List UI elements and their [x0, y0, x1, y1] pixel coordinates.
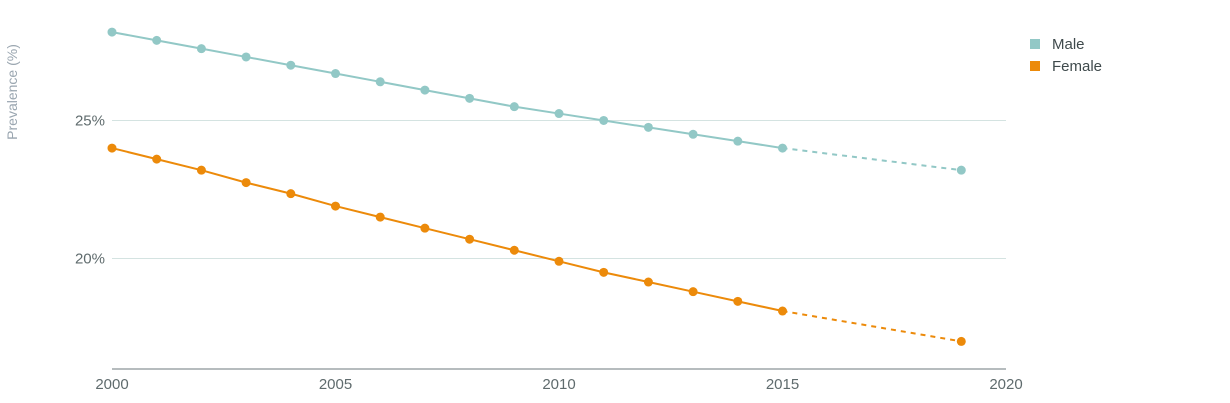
female-point	[420, 223, 430, 233]
male-line	[111, 31, 783, 150]
male-projection-line	[782, 147, 962, 172]
male-point	[375, 77, 385, 87]
male-point	[688, 129, 698, 139]
male-point	[196, 44, 206, 54]
legend-label: Female	[1052, 57, 1103, 75]
y-axis-label: Prevalence (%)	[4, 44, 20, 140]
y-tick-labels: 20% 25%	[75, 112, 105, 267]
female-point	[554, 256, 564, 266]
male-point	[331, 69, 340, 79]
female-point	[509, 245, 519, 255]
female-point	[688, 287, 698, 297]
male-point	[956, 165, 966, 175]
male-point	[420, 85, 430, 95]
female-point	[286, 189, 296, 199]
female-point	[241, 178, 251, 188]
legend: Male Female	[1030, 33, 1102, 77]
x-tick-label: 2020	[989, 376, 1022, 393]
x-tick-label: 2005	[319, 376, 352, 393]
male-point	[733, 136, 743, 146]
female-point	[465, 234, 475, 244]
x-tick-label: 2000	[95, 376, 128, 393]
female-point	[778, 306, 787, 316]
legend-swatch	[1030, 61, 1040, 71]
male-point	[778, 143, 787, 153]
legend-label: Male	[1052, 35, 1085, 53]
female-point	[599, 267, 609, 277]
female-point	[152, 154, 162, 164]
male-point	[107, 27, 117, 37]
series-group	[107, 27, 966, 346]
male-point	[465, 93, 475, 103]
female-line	[111, 147, 783, 312]
x-tick-labels: 2000 2005 2010 2015 2020	[95, 376, 1022, 393]
male-point	[509, 102, 519, 112]
female-point	[643, 277, 653, 287]
male-point	[241, 52, 251, 62]
legend-item-female: Female	[1030, 55, 1102, 77]
female-point	[196, 165, 206, 175]
x-tick-label: 2015	[766, 376, 799, 393]
series-female	[107, 143, 966, 346]
female-point	[331, 201, 340, 211]
female-point	[733, 296, 743, 306]
male-point	[599, 115, 609, 125]
y-tick-label: 20%	[75, 251, 105, 268]
female-point	[956, 336, 966, 346]
y-tick-label: 25%	[75, 112, 105, 129]
male-point	[643, 122, 653, 132]
male-point	[152, 35, 162, 45]
legend-item-male: Male	[1030, 33, 1102, 55]
male-point	[286, 60, 296, 70]
male-point	[554, 109, 564, 119]
female-projection-line	[782, 310, 962, 343]
gridlines	[112, 119, 1006, 260]
female-point	[375, 212, 385, 222]
x-tick-label: 2010	[542, 376, 575, 393]
legend-swatch	[1030, 39, 1040, 49]
series-male	[107, 27, 966, 175]
female-point	[107, 143, 117, 153]
